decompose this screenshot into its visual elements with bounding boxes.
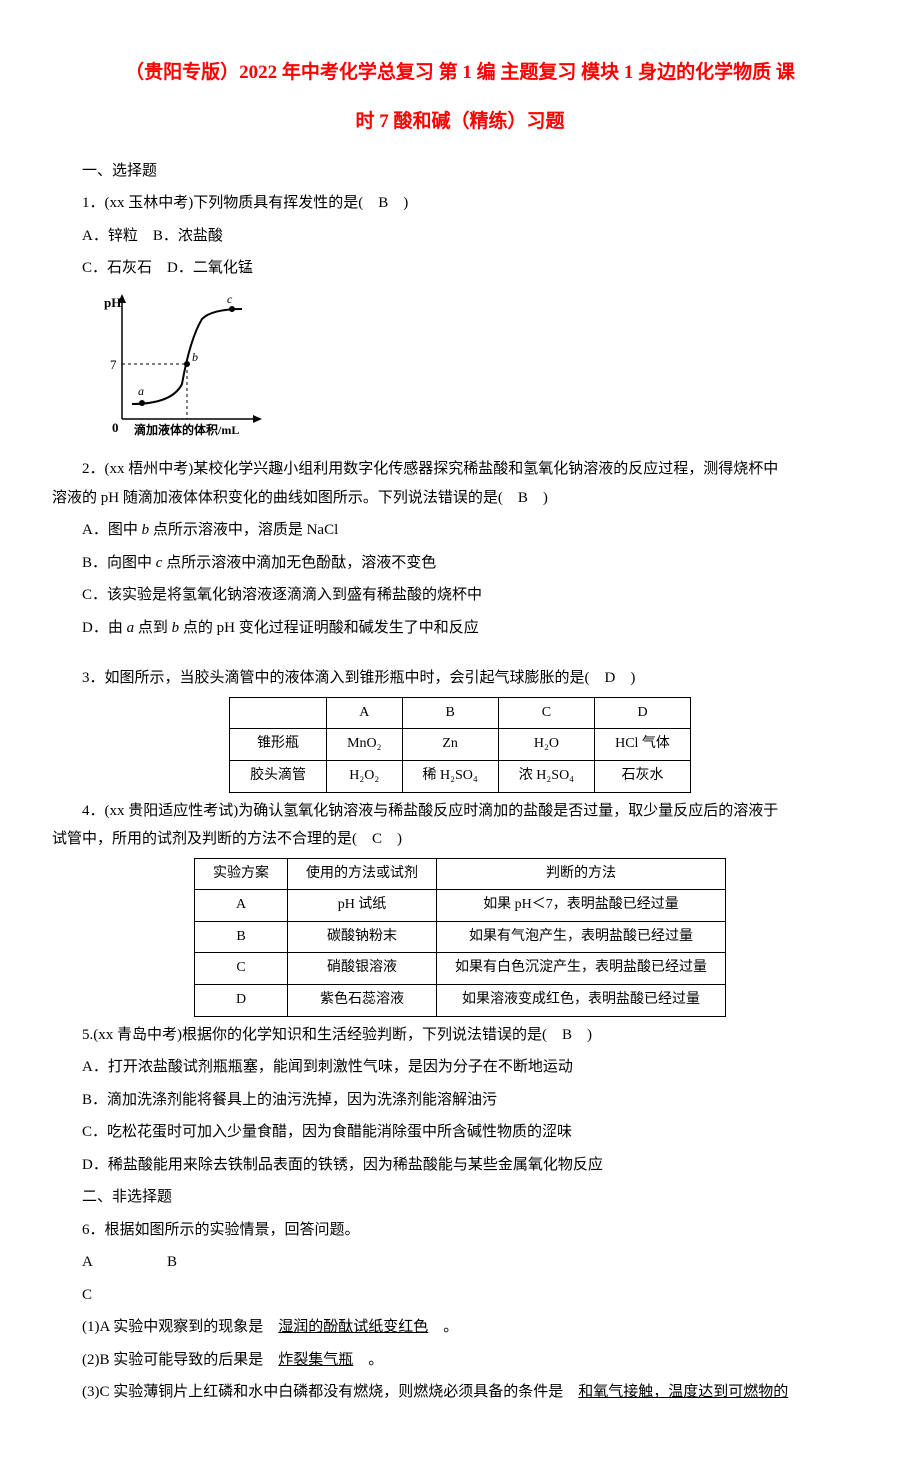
xlabel: 滴加液体的体积/mL	[134, 422, 239, 437]
q5-stem: 5.(xx 青岛中考)根据你的化学知识和生活经验判断，下列说法错误的是( B )	[52, 1021, 868, 1050]
q2-a: A．图中 b 点所示溶液中，溶质是 NaCl	[52, 516, 868, 545]
ylabel: pH	[104, 295, 121, 310]
q1-opt-ab: A．锌粒 B．浓盐酸	[52, 222, 868, 251]
q6-p1-post: 。	[428, 1319, 458, 1335]
cell: 判断的方法	[437, 858, 726, 890]
origin: 0	[112, 420, 119, 435]
q6-label-c: C	[52, 1281, 868, 1310]
cell: D	[595, 697, 691, 729]
cell: C	[498, 697, 594, 729]
cell: D	[195, 984, 288, 1016]
cell: HCl 气体	[595, 729, 691, 761]
section-2-heading: 二、非选择题	[52, 1183, 868, 1212]
ph-curve-graph: pH 7 a b c 0 滴加液体的体积/mL	[102, 289, 868, 450]
cell: 如果溶液变成红色，表明盐酸已经过量	[437, 984, 726, 1016]
q5-a: A．打开浓盐酸试剂瓶瓶塞，能闻到刺激性气味，是因为分子在不断地运动	[52, 1053, 868, 1082]
table-row: C 硝酸银溶液 如果有白色沉淀产生，表明盐酸已经过量	[195, 953, 726, 985]
cell: H₂O	[498, 729, 594, 761]
q6-p3-pre: (3)C 实验薄铜片上红磷和水中白磷都没有燃烧，则燃烧必须具备的条件是	[82, 1384, 578, 1400]
table-row: A B C D	[230, 697, 691, 729]
pt-b: b	[192, 350, 198, 364]
cell: 如果有气泡产生，表明盐酸已经过量	[437, 921, 726, 953]
cell: 紫色石蕊溶液	[288, 984, 437, 1016]
cell: MnO₂	[327, 729, 402, 761]
cell: 如果有白色沉淀产生，表明盐酸已经过量	[437, 953, 726, 985]
table-row: 胶头滴管 H₂O₂ 稀 H₂SO₄ 浓 H₂SO₄ 石灰水	[230, 760, 691, 792]
q6-p2-post: 。	[353, 1352, 383, 1368]
q6-p3: (3)C 实验薄铜片上红磷和水中白磷都没有燃烧，则燃烧必须具备的条件是 和氧气接…	[52, 1378, 868, 1407]
q5-c: C．吃松花蛋时可加入少量食醋，因为食醋能消除蛋中所含碱性物质的涩味	[52, 1118, 868, 1147]
q6-stem: 6．根据如图所示的实验情景，回答问题。	[52, 1216, 868, 1245]
cell: 使用的方法或试剂	[288, 858, 437, 890]
section-1-heading: 一、选择题	[52, 157, 868, 186]
cell: H₂O₂	[327, 760, 402, 792]
q6-p2-pre: (2)B 实验可能导致的后果是	[82, 1352, 278, 1368]
cell: 石灰水	[595, 760, 691, 792]
cell: B	[402, 697, 498, 729]
cell: Zn	[402, 729, 498, 761]
cell	[230, 697, 327, 729]
cell: 如果 pH＜7，表明盐酸已经过量	[437, 890, 726, 922]
cell: 锥形瓶	[230, 729, 327, 761]
q4-table: 实验方案 使用的方法或试剂 判断的方法 A pH 试纸 如果 pH＜7，表明盐酸…	[194, 858, 726, 1017]
q5-d: D．稀盐酸能用来除去铁制品表面的铁锈，因为稀盐酸能与某些金属氧化物反应	[52, 1151, 868, 1180]
title-line-2: 时 7 酸和碱（精练）习题	[355, 111, 564, 132]
q6-p2: (2)B 实验可能导致的后果是 炸裂集气瓶 。	[52, 1346, 868, 1375]
title-line-1: （贵阳专版）2022 年中考化学总复习 第 1 编 主题复习 模块 1 身边的化…	[125, 62, 795, 83]
cell: 碳酸钠粉末	[288, 921, 437, 953]
q2-c: C．该实验是将氢氧化钠溶液逐滴滴入到盛有稀盐酸的烧杯中	[52, 581, 868, 610]
cell: 硝酸银溶液	[288, 953, 437, 985]
q6-p2-ans: 炸裂集气瓶	[278, 1352, 353, 1368]
q6-p3-ans: 和氧气接触，温度达到可燃物的	[578, 1384, 788, 1400]
cell: 胶头滴管	[230, 760, 327, 792]
cell: pH 试纸	[288, 890, 437, 922]
q6-labels-ab: A B	[52, 1248, 868, 1277]
q1-opt-cd: C．石灰石 D．二氧化锰	[52, 254, 868, 283]
q6-p1-pre: (1)A 实验中观察到的现象是	[82, 1319, 278, 1335]
cell: C	[195, 953, 288, 985]
q2-d: D．由 a 点到 b 点的 pH 变化过程证明酸和碱发生了中和反应	[52, 614, 868, 643]
q2-b: B．向图中 c 点所示溶液中滴加无色酚酞，溶液不变色	[52, 549, 868, 578]
q6-p1: (1)A 实验中观察到的现象是 湿润的酚酞试纸变红色 。	[52, 1313, 868, 1342]
q5-b: B．滴加洗涤剂能将餐具上的油污洗掉，因为洗涤剂能溶解油污	[52, 1086, 868, 1115]
cell: B	[195, 921, 288, 953]
cell: 浓 H₂SO₄	[498, 760, 594, 792]
table-row: D 紫色石蕊溶液 如果溶液变成红色，表明盐酸已经过量	[195, 984, 726, 1016]
q1-stem: 1．(xx 玉林中考)下列物质具有挥发性的是( B )	[52, 189, 868, 218]
q2-stem: 2．(xx 梧州中考)某校化学兴趣小组利用数字化传感器探究稀盐酸和氢氧化钠溶液的…	[52, 455, 868, 512]
q6-p1-ans: 湿润的酚酞试纸变红色	[278, 1319, 428, 1335]
cell: A	[327, 697, 402, 729]
ytick-7: 7	[110, 357, 117, 372]
table-row: B 碳酸钠粉末 如果有气泡产生，表明盐酸已经过量	[195, 921, 726, 953]
q3-table: A B C D 锥形瓶 MnO₂ Zn H₂O HCl 气体 胶头滴管 H₂O₂…	[229, 697, 691, 793]
table-row: 实验方案 使用的方法或试剂 判断的方法	[195, 858, 726, 890]
cell: 实验方案	[195, 858, 288, 890]
table-row: 锥形瓶 MnO₂ Zn H₂O HCl 气体	[230, 729, 691, 761]
doc-title: （贵阳专版）2022 年中考化学总复习 第 1 编 主题复习 模块 1 身边的化…	[52, 48, 868, 147]
pt-c: c	[227, 292, 233, 306]
table-row: A pH 试纸 如果 pH＜7，表明盐酸已经过量	[195, 890, 726, 922]
q4-stem: 4．(xx 贵阳适应性考试)为确认氢氧化钠溶液与稀盐酸反应时滴加的盐酸是否过量，…	[52, 797, 868, 854]
cell: A	[195, 890, 288, 922]
pt-a: a	[138, 384, 144, 398]
cell: 稀 H₂SO₄	[402, 760, 498, 792]
q3-stem: 3．如图所示，当胶头滴管中的液体滴入到锥形瓶中时，会引起气球膨胀的是( D )	[52, 664, 868, 693]
